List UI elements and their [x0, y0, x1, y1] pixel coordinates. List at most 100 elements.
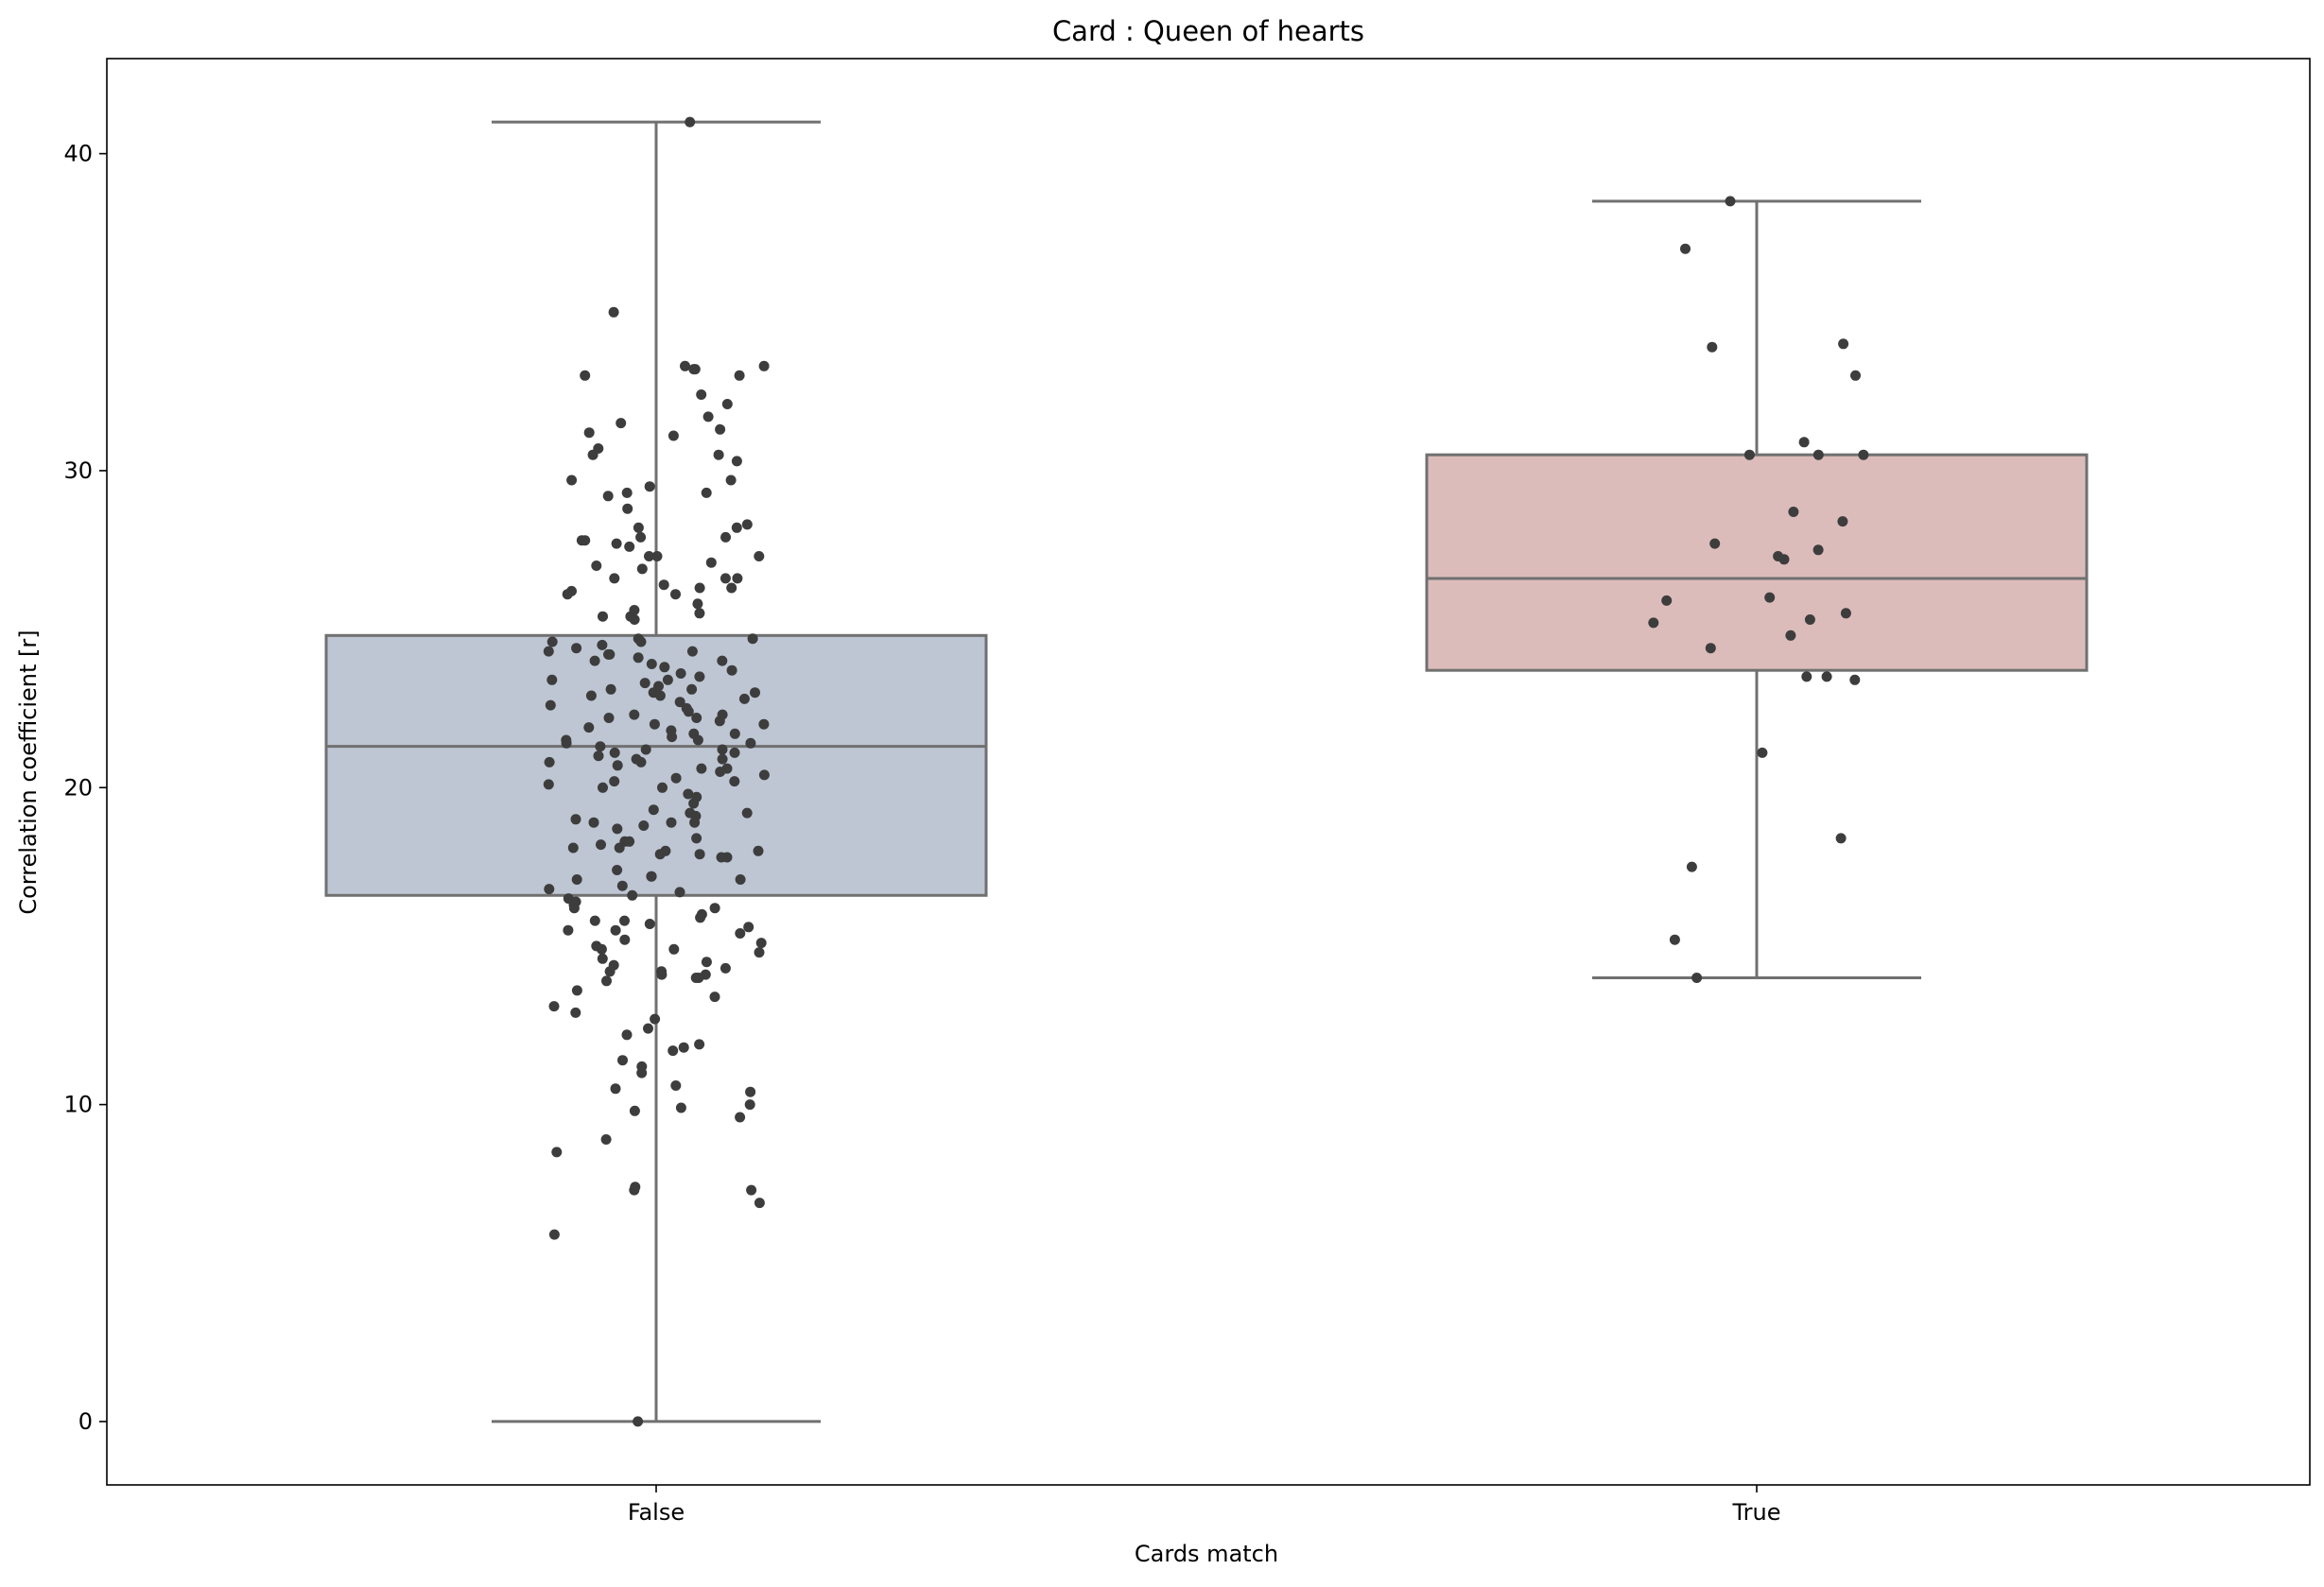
data-point	[674, 697, 685, 708]
data-point	[602, 491, 614, 502]
data-point	[694, 1039, 705, 1050]
data-point	[580, 370, 591, 381]
data-point	[636, 1067, 648, 1078]
data-point	[598, 782, 608, 793]
data-point	[585, 690, 597, 701]
data-point	[758, 718, 770, 730]
iqr-box	[1425, 453, 2089, 672]
data-point	[654, 690, 666, 701]
data-point	[1648, 617, 1659, 629]
data-point	[738, 693, 750, 704]
data-point	[688, 798, 700, 809]
data-point	[1785, 630, 1796, 641]
data-point	[621, 487, 633, 498]
data-point	[735, 874, 746, 885]
data-point	[701, 487, 712, 498]
data-point	[1680, 243, 1691, 254]
data-point	[696, 389, 707, 400]
data-point	[654, 849, 666, 860]
data-point	[568, 903, 580, 914]
data-point	[720, 573, 731, 584]
box-group-true	[1425, 199, 2089, 979]
data-point	[1849, 674, 1861, 685]
x-axis: False True	[628, 1485, 1780, 1526]
data-point	[638, 820, 650, 831]
data-point	[589, 655, 600, 666]
data-point	[561, 737, 572, 749]
data-point	[714, 716, 725, 727]
data-point	[635, 756, 647, 768]
data-point	[601, 975, 612, 987]
data-point	[566, 474, 578, 486]
data-point	[1661, 595, 1673, 606]
data-point	[609, 573, 620, 584]
data-point	[715, 767, 726, 777]
data-point	[659, 662, 670, 673]
data-point	[709, 903, 720, 914]
data-point	[1705, 643, 1716, 654]
data-point	[729, 728, 740, 739]
data-point	[570, 1007, 581, 1018]
data-point	[729, 776, 740, 787]
data-point	[610, 1083, 621, 1095]
data-point	[696, 763, 707, 774]
data-point	[1837, 516, 1848, 527]
data-point	[614, 842, 625, 854]
data-point	[1812, 544, 1824, 556]
data-point	[743, 922, 754, 933]
data-point	[745, 737, 756, 749]
data-point	[544, 756, 555, 768]
data-point	[1757, 747, 1768, 758]
data-point	[635, 531, 647, 543]
data-point	[744, 1099, 755, 1111]
data-point	[1821, 671, 1832, 682]
data-point	[633, 522, 644, 533]
data-point	[1709, 538, 1721, 549]
data-point	[715, 423, 726, 435]
data-point	[583, 427, 595, 439]
data-point	[705, 557, 717, 568]
plot-area	[324, 116, 2089, 1427]
data-point	[725, 474, 737, 486]
data-point	[670, 589, 681, 600]
data-point	[1840, 608, 1851, 619]
strip-points-false	[543, 116, 770, 1427]
data-point	[754, 551, 765, 561]
y-tick-label: 10	[63, 1092, 93, 1118]
data-point	[717, 655, 728, 666]
data-point	[1764, 592, 1776, 603]
data-point	[686, 646, 698, 657]
data-point	[616, 418, 627, 429]
data-point	[644, 551, 654, 561]
data-point	[563, 924, 574, 936]
data-point	[747, 633, 758, 645]
data-point	[675, 1102, 686, 1113]
data-point	[571, 874, 582, 885]
data-point	[1835, 833, 1847, 844]
data-point	[627, 889, 638, 901]
data-point	[1804, 614, 1815, 625]
data-point	[713, 449, 724, 460]
data-point	[629, 709, 640, 720]
data-point	[683, 788, 694, 800]
data-point	[649, 718, 660, 730]
data-point	[608, 306, 619, 318]
data-point	[597, 953, 608, 964]
data-point	[640, 744, 651, 755]
data-point	[648, 804, 659, 816]
data-point	[1798, 437, 1810, 448]
data-point	[629, 614, 640, 625]
data-point	[643, 1023, 653, 1034]
data-point	[702, 411, 714, 423]
data-point	[545, 699, 556, 711]
data-point	[668, 1045, 679, 1057]
chart-title: Card : Queen of hearts	[1052, 15, 1364, 47]
data-point	[593, 750, 604, 762]
data-point	[1858, 449, 1869, 460]
data-point	[646, 659, 657, 669]
data-point	[639, 678, 650, 689]
data-point	[667, 732, 678, 743]
data-point	[695, 912, 706, 923]
data-point	[595, 741, 606, 752]
data-point	[692, 734, 703, 746]
